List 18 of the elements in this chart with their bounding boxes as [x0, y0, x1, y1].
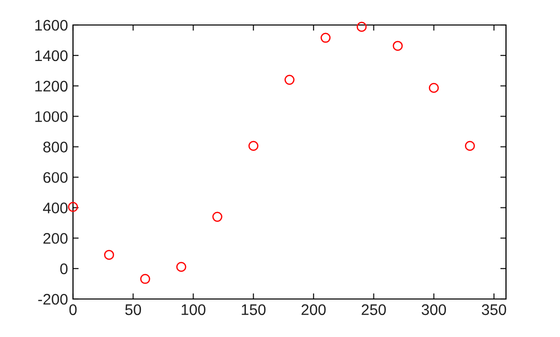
y-tick-label: 600 — [43, 172, 68, 183]
y-tick-label: -200 — [38, 294, 68, 305]
y-tick-label: 800 — [43, 142, 68, 152]
x-tick-label: 50 — [125, 304, 142, 316]
y-tick-label: 1600 — [35, 20, 68, 31]
y-tick-label: 200 — [43, 232, 68, 244]
y-tick-label: 1400 — [35, 50, 68, 62]
y-tick-label: 400 — [43, 202, 68, 214]
x-tick-label: 300 — [422, 304, 446, 316]
y-tick-label: 1200 — [35, 80, 68, 92]
x-tick-label: 0 — [69, 304, 77, 316]
x-tick-label: 100 — [182, 304, 206, 316]
y-tick-label: 1000 — [35, 111, 68, 122]
x-tick-label: 350 — [482, 304, 506, 316]
y-tick-label: 0 — [60, 263, 68, 274]
x-tick-label: 150 — [242, 304, 266, 316]
x-tick-label: 200 — [302, 304, 326, 316]
x-tick-label: 250 — [362, 304, 386, 316]
